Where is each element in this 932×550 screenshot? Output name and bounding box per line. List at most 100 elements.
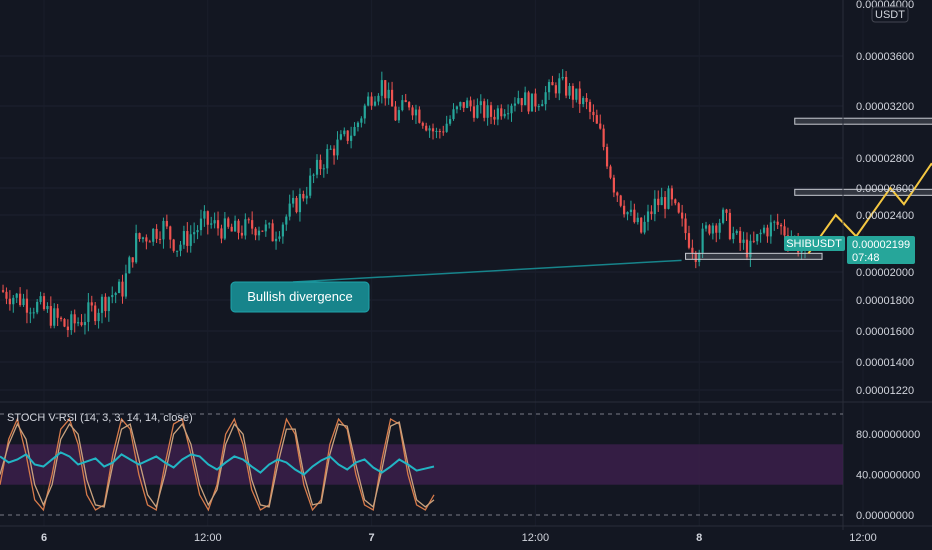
candle-body	[370, 96, 373, 106]
horizontal-zone[interactable]	[685, 252, 823, 260]
price-tick-label: 0.00002400	[856, 210, 914, 222]
candle-body	[59, 317, 63, 320]
candle-body	[739, 231, 742, 243]
candle-body	[452, 109, 455, 120]
candle-body	[435, 131, 438, 133]
projection[interactable]	[807, 123, 932, 255]
candle-body	[216, 220, 220, 229]
candle-body	[261, 230, 264, 232]
candle-body	[186, 231, 189, 246]
candle-body	[704, 225, 708, 229]
annotation[interactable]: Bullish divergence	[230, 259, 682, 313]
symbol-label: SHIBUSDT	[786, 238, 842, 250]
candle-body	[199, 218, 203, 231]
candle-body	[257, 230, 261, 236]
candle-body	[182, 231, 186, 245]
candle-body	[384, 80, 387, 99]
candle-body	[619, 195, 622, 206]
candle-body	[121, 281, 124, 297]
candle-body	[469, 100, 472, 107]
candle-body	[568, 85, 571, 96]
candle-body	[312, 174, 315, 176]
last-price-tag[interactable]: SHIBUSDT 0.00002199 07:48	[784, 236, 915, 264]
candle-body	[725, 209, 728, 213]
candle-body	[431, 128, 435, 132]
price-axis[interactable]: 0.00004000 USDT 0.00003600 0.00003200 0.00…	[842, 0, 914, 530]
candle-body	[428, 128, 431, 131]
candle-body	[271, 223, 274, 242]
candle-body	[670, 188, 673, 200]
candle-body	[701, 228, 704, 253]
candle-body	[742, 239, 745, 243]
callout-box[interactable]	[230, 281, 370, 313]
candle-body	[373, 101, 377, 106]
projection-path[interactable]	[807, 123, 932, 255]
candle-body	[356, 122, 360, 128]
currency-badge[interactable]	[871, 6, 909, 23]
candle-body	[735, 231, 738, 234]
candle-body	[83, 321, 87, 326]
candle-body	[247, 219, 250, 221]
candle-body	[56, 308, 59, 318]
candle-body	[135, 233, 138, 263]
candle-body	[759, 232, 762, 235]
candle-body	[425, 125, 428, 131]
time-tick-label: 12:00	[849, 532, 877, 544]
candle-body	[575, 88, 578, 100]
candle-body	[90, 302, 93, 306]
horizontal-zone[interactable]	[794, 188, 932, 196]
candle-body	[657, 198, 660, 206]
time-tick-label: 8	[696, 532, 702, 544]
candle-body	[728, 212, 732, 240]
stoch-pane[interactable]: 80.00000000 40.00000000 0.00000000 STOCH V-…	[0, 401, 932, 522]
candle-body	[541, 104, 544, 107]
candle-body	[367, 96, 370, 106]
candle-body	[332, 148, 336, 156]
candle-body	[660, 197, 663, 206]
candle-body	[421, 122, 424, 126]
candle-body	[32, 312, 35, 314]
candle-body	[322, 168, 325, 170]
candle-body	[667, 188, 670, 209]
candle-body	[203, 211, 206, 219]
price-axis-top-partial: 0.00004000	[856, 0, 914, 11]
candle-body	[571, 85, 575, 100]
horizontal-zones[interactable]	[685, 117, 932, 260]
candle-body	[513, 103, 517, 106]
price-tick-label: 0.00002000	[856, 267, 914, 279]
candle-body	[653, 198, 656, 215]
candle-body	[138, 233, 141, 240]
candles	[1, 69, 810, 338]
candle-body	[240, 232, 244, 236]
candle-body	[223, 218, 226, 239]
candle-body	[442, 131, 445, 133]
candle-body	[114, 292, 117, 296]
candle-body	[766, 227, 769, 237]
candle-body	[77, 322, 80, 324]
candle-body	[315, 159, 319, 175]
candle-body	[681, 212, 684, 219]
candle-body	[537, 106, 540, 108]
candle-body	[343, 130, 346, 135]
candle-body	[711, 225, 714, 234]
candle-body	[551, 82, 554, 86]
horizontal-zone[interactable]	[794, 117, 932, 125]
candle-body	[558, 78, 561, 94]
candle-body	[466, 100, 469, 108]
candle-body	[336, 139, 339, 156]
candle-body	[264, 224, 267, 232]
candle-body	[339, 134, 342, 140]
candle-body	[155, 228, 158, 239]
candle-body	[418, 109, 421, 123]
candle-body	[612, 177, 615, 193]
candle-body	[438, 131, 441, 133]
stoch-tick-label: 40.00000000	[856, 470, 920, 482]
price-tag-countdown: 07:48	[852, 252, 880, 264]
candle-body	[46, 306, 49, 310]
candle-body	[404, 100, 407, 103]
candle-body	[158, 238, 162, 240]
price-tag	[847, 236, 915, 264]
candle-body	[111, 295, 114, 298]
